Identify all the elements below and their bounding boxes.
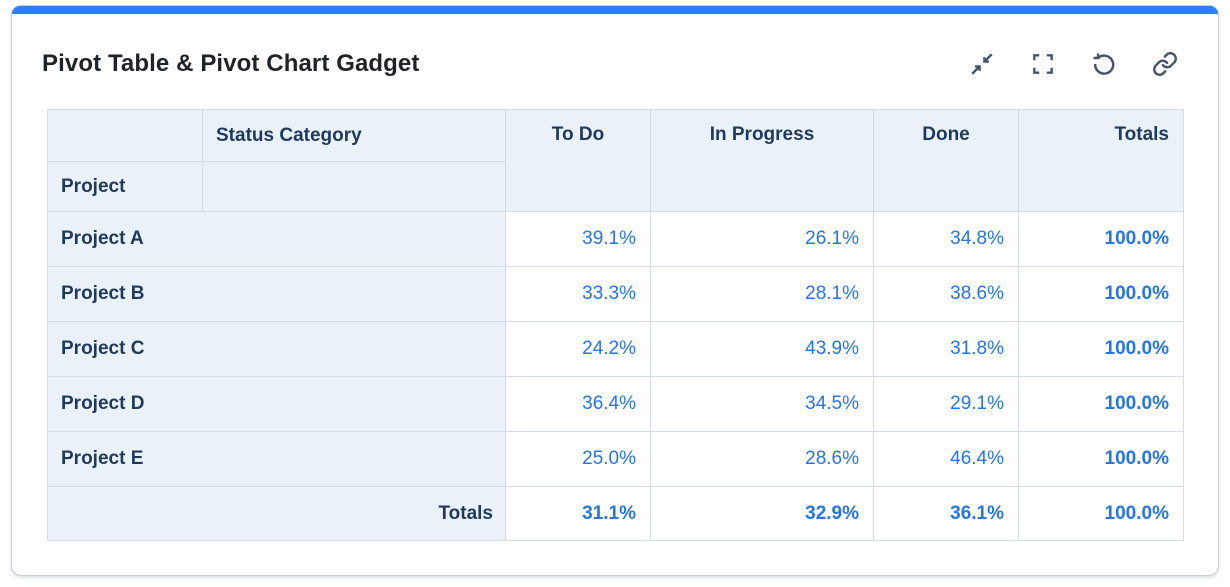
cell-value[interactable]: 43.9% (650, 321, 874, 377)
cell-value[interactable]: 28.1% (650, 266, 874, 322)
table-row: Project D 36.4% 34.5% 29.1% 100.0% (47, 376, 1184, 432)
row-header-project-a: Project A (47, 211, 506, 267)
cell-row-total[interactable]: 100.0% (1018, 431, 1184, 487)
row-header-project-e: Project E (47, 431, 506, 487)
cell-value[interactable]: 39.1% (505, 211, 651, 267)
cell-column-total[interactable]: 31.1% (505, 486, 651, 541)
cell-column-total[interactable]: 32.9% (650, 486, 874, 541)
cell-value[interactable]: 36.4% (505, 376, 651, 432)
table-row: Project B 33.3% 28.1% 38.6% 100.0% (47, 266, 1184, 322)
gadget-header: Pivot Table & Pivot Chart Gadget (12, 14, 1218, 78)
cell-value[interactable]: 25.0% (505, 431, 651, 487)
column-header-done: Done (873, 109, 1019, 212)
row-header-project-c: Project C (47, 321, 506, 377)
column-header-totals: Totals (1018, 109, 1184, 212)
cell-row-total[interactable]: 100.0% (1018, 321, 1184, 377)
gadget-toolbar (968, 51, 1178, 78)
gadget-accent-bar (12, 6, 1218, 14)
pivot-table-container: Status Category To Do In Progress Done T… (12, 78, 1218, 571)
empty-header-cell (202, 161, 506, 212)
column-header-todo: To Do (505, 109, 651, 212)
row-header-project-b: Project B (47, 266, 506, 322)
gadget-title: Pivot Table & Pivot Chart Gadget (42, 50, 420, 77)
corner-empty-cell (47, 109, 203, 162)
cell-value[interactable]: 26.1% (650, 211, 874, 267)
column-dimension-label: Status Category (202, 109, 506, 162)
column-header-in-progress: In Progress (650, 109, 874, 212)
cell-row-total[interactable]: 100.0% (1018, 211, 1184, 267)
cell-value[interactable]: 33.3% (505, 266, 651, 322)
table-row: Project E 25.0% 28.6% 46.4% 100.0% (47, 431, 1184, 487)
pivot-table: Status Category To Do In Progress Done T… (47, 109, 1184, 541)
cell-value[interactable]: 28.6% (650, 431, 874, 487)
totals-row: Totals 31.1% 32.9% 36.1% 100.0% (47, 486, 1184, 541)
cell-row-total[interactable]: 100.0% (1018, 376, 1184, 432)
link-button[interactable] (1151, 51, 1178, 78)
cell-grand-total[interactable]: 100.0% (1018, 486, 1184, 541)
cell-value[interactable]: 46.4% (873, 431, 1019, 487)
fullscreen-icon (1030, 51, 1056, 77)
table-row: Project C 24.2% 43.9% 31.8% 100.0% (47, 321, 1184, 377)
cell-value[interactable]: 24.2% (505, 321, 651, 377)
cell-column-total[interactable]: 36.1% (873, 486, 1019, 541)
pivot-gadget-card: Pivot Table & Pivot Chart Gadget (11, 5, 1219, 576)
link-icon (1152, 51, 1178, 77)
collapse-icon (969, 51, 995, 77)
cell-value[interactable]: 34.8% (873, 211, 1019, 267)
refresh-icon (1090, 51, 1117, 78)
cell-value[interactable]: 31.8% (873, 321, 1019, 377)
row-header-project-d: Project D (47, 376, 506, 432)
collapse-button[interactable] (968, 51, 995, 78)
cell-row-total[interactable]: 100.0% (1018, 266, 1184, 322)
refresh-button[interactable] (1090, 51, 1117, 78)
cell-value[interactable]: 34.5% (650, 376, 874, 432)
cell-value[interactable]: 38.6% (873, 266, 1019, 322)
row-dimension-label: Project (47, 161, 203, 212)
table-row: Project A 39.1% 26.1% 34.8% 100.0% (47, 211, 1184, 267)
cell-value[interactable]: 29.1% (873, 376, 1019, 432)
fullscreen-button[interactable] (1029, 51, 1056, 78)
totals-row-label: Totals (47, 486, 506, 541)
